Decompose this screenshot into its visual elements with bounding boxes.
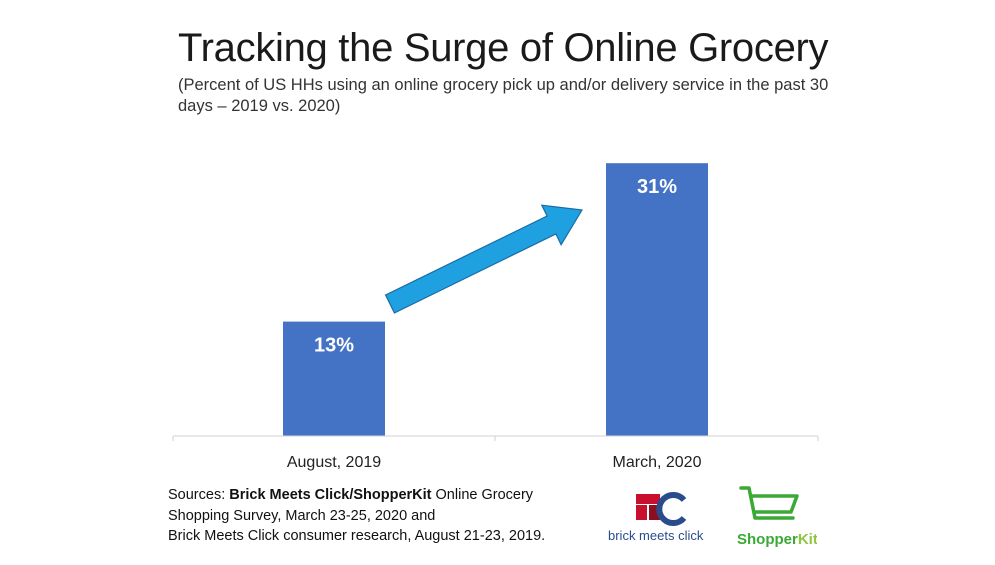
shopping-cart-icon xyxy=(739,486,799,520)
chart-subtitle: (Percent of US HHs using an online groce… xyxy=(178,76,829,115)
sources-line1-rest: Online Grocery xyxy=(431,487,534,503)
sources-line2: Shopping Survey, March 23-25, 2020 and xyxy=(168,507,436,524)
bmc-logo-brick-left xyxy=(636,505,647,520)
chart-title: Tracking the Surge of Online Grocery xyxy=(178,26,829,70)
data-label-1: 13% xyxy=(314,335,354,357)
shopperkit-logo: ShopperKit xyxy=(737,486,817,548)
x-tick-label-1: August, 2019 xyxy=(287,454,381,471)
x-tick-label-2: March, 2020 xyxy=(613,454,702,471)
bar-1 xyxy=(283,321,385,436)
sources-note: Sources: Brick Meets Click/ShopperKit On… xyxy=(168,485,608,547)
bmc-logo-brick-top xyxy=(636,494,660,504)
sources-brand: Brick Meets Click/ShopperKit xyxy=(229,487,432,503)
sources-prefix: Sources: xyxy=(168,487,230,503)
bmc-logo-brick-mid xyxy=(649,505,660,520)
trend-arrow xyxy=(384,204,583,314)
bar-2 xyxy=(606,163,708,436)
shopperkit-logo-text: ShopperKit xyxy=(737,531,817,548)
trend-arrow-shape xyxy=(384,204,583,314)
bmc-logo-text: brick meets click xyxy=(608,528,704,543)
bmc-logo-click-arc xyxy=(656,492,687,526)
bar-chart: 13% August, 2019 31% March, 2020 xyxy=(172,163,819,471)
sources-line3: Brick Meets Click consumer research, Aug… xyxy=(168,528,546,544)
data-label-2: 31% xyxy=(637,176,677,198)
brick-meets-click-logo: brick meets click xyxy=(608,492,704,543)
